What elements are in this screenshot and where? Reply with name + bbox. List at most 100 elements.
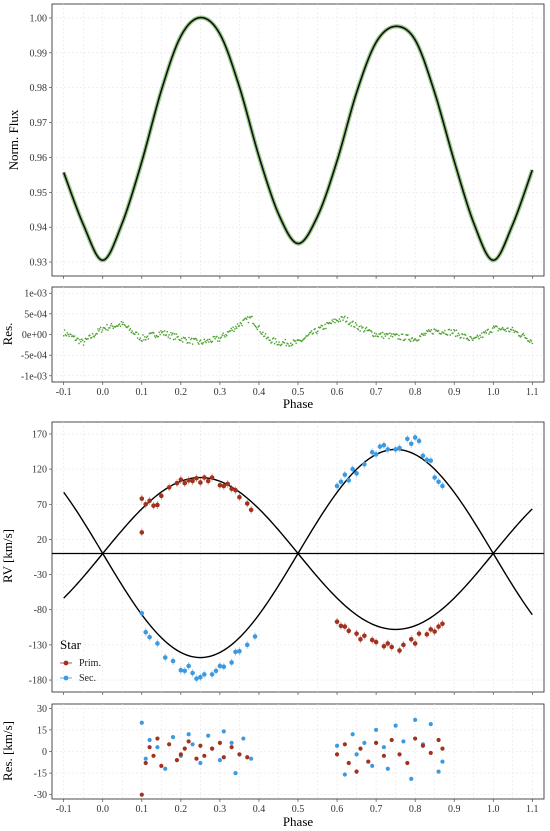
residual-point (129, 328, 132, 330)
residual-point (432, 333, 434, 335)
residual-point (498, 327, 500, 330)
secondary-residual-point (370, 763, 375, 768)
residual-point (417, 339, 419, 342)
residual-point (286, 342, 288, 345)
residual-point (354, 322, 357, 324)
residual-point (226, 335, 228, 337)
secondary-residual-point (362, 740, 367, 745)
residual-point (377, 335, 379, 338)
secondary-residual-point (428, 722, 433, 727)
residual-point (371, 331, 373, 333)
residual-point (362, 326, 364, 328)
residual-point (82, 344, 85, 346)
residual-point (217, 340, 219, 342)
residual-point (401, 333, 404, 335)
residual-point (348, 323, 351, 325)
residual-point (251, 315, 253, 318)
residual-point (307, 334, 309, 337)
residual-point (178, 338, 180, 341)
residual-point (221, 334, 224, 336)
primary-residual-point (229, 745, 234, 750)
residual-point (291, 343, 294, 346)
x-tick-label: -0.1 (56, 387, 72, 398)
residual-point (354, 326, 356, 328)
residual-point (64, 334, 67, 336)
residual-point (326, 322, 328, 324)
primary-residual-point (139, 792, 144, 797)
residual-point (418, 335, 421, 337)
residual-point (166, 331, 169, 333)
residual-point (70, 333, 72, 336)
residual-point (309, 331, 312, 334)
residual-point (81, 338, 83, 340)
residual-point (381, 336, 383, 338)
residual-point (352, 320, 354, 323)
secondary-rv-point (385, 447, 391, 452)
primary-residual-point (245, 755, 250, 760)
residual-point (253, 323, 255, 325)
residual-point (79, 339, 81, 341)
residual-point (475, 336, 478, 338)
residual-point (131, 330, 133, 332)
y-tick-label: -130 (29, 640, 47, 651)
residual-point (243, 318, 245, 321)
residual-point (527, 340, 530, 342)
residual-point (261, 333, 263, 335)
residual-point (441, 331, 443, 333)
residual-point (236, 327, 238, 329)
residual-point (460, 336, 462, 339)
residual-point (176, 336, 178, 338)
secondary-residual-point (190, 742, 195, 747)
residual-point (431, 332, 433, 335)
residual-point (237, 325, 240, 327)
residual-point (108, 327, 111, 329)
residual-point (78, 342, 80, 345)
secondary-residual-point (198, 760, 203, 766)
secondary-rv-point (408, 441, 414, 447)
residual-point (208, 338, 211, 340)
residual-point (242, 319, 244, 322)
residual-point (356, 328, 359, 330)
primary-residual-point (374, 740, 379, 745)
primary-residual-point (174, 758, 180, 763)
residual-point (382, 331, 384, 334)
primary-rv-point (342, 624, 348, 629)
residual-point (387, 333, 389, 335)
secondary-residual-point (206, 733, 211, 738)
secondary-rv-point (350, 466, 355, 472)
residual-point (88, 335, 90, 337)
residual-point (141, 340, 143, 343)
residual-point (199, 340, 201, 342)
residual-point (73, 335, 76, 337)
residual-point (378, 333, 380, 335)
residual-point (252, 322, 254, 325)
residual-point (446, 334, 449, 336)
residual-point (496, 325, 498, 328)
primary-rv-point (369, 637, 375, 643)
residual-point (115, 325, 117, 328)
residual-point (189, 342, 191, 344)
residual-point (300, 339, 302, 342)
light-curve-residual-y-axis-label: Res. (0, 323, 15, 346)
residual-point (63, 335, 65, 337)
residual-point (517, 331, 519, 334)
secondary-rv-point (412, 435, 418, 440)
residual-point (323, 327, 325, 330)
residual-point (505, 330, 507, 333)
residual-point (524, 336, 526, 339)
residual-point (104, 327, 106, 330)
residual-point (450, 329, 452, 332)
residual-point (514, 330, 516, 332)
secondary-rv-point (381, 442, 387, 448)
residual-point (345, 321, 347, 323)
residual-point (174, 338, 177, 340)
residual-point (125, 326, 127, 328)
residual-point (271, 341, 273, 343)
primary-residual-point (155, 736, 160, 741)
residual-point (501, 326, 504, 329)
residual-point (502, 328, 505, 330)
residual-point (422, 334, 424, 336)
residual-point (140, 339, 142, 342)
residual-point (457, 332, 460, 334)
residual-point (207, 338, 209, 341)
